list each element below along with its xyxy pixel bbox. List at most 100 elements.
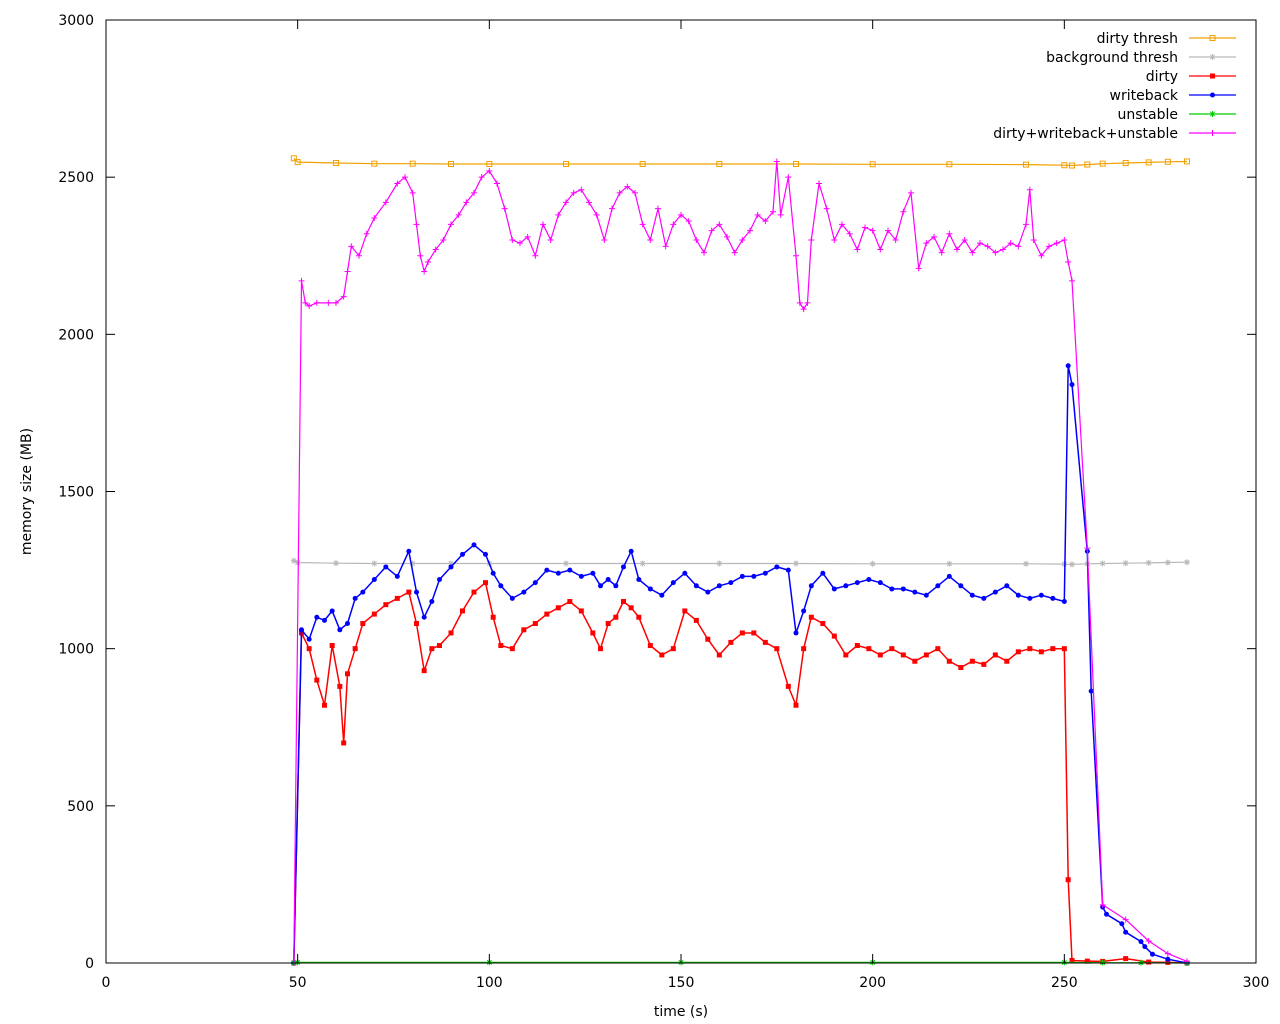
data-point-dirty [793, 702, 799, 708]
data-point-dirty-writeback-unstable [563, 199, 569, 206]
data-point-dirty-thresh [1061, 162, 1068, 169]
data-point-writeback [509, 595, 515, 601]
data-point-writeback [1061, 599, 1067, 605]
data-point-writeback [958, 583, 964, 589]
data-point-dirty-writeback-unstable [685, 218, 692, 225]
data-point-writeback [613, 583, 619, 589]
data-point-dirty-writeback-unstable [816, 180, 822, 187]
data-point-dirty-writeback-unstable [984, 243, 991, 250]
legend-item-unstable: unstable [1118, 107, 1236, 123]
data-point-writeback [299, 627, 304, 633]
data-point-dirty-writeback-unstable [501, 205, 508, 212]
data-point-dirty-writeback-unstable [440, 237, 447, 244]
data-point-writeback [1104, 911, 1109, 917]
data-point-writeback [1088, 688, 1094, 694]
data-point-writeback [414, 589, 419, 595]
y-tick-label: 3000 [58, 13, 94, 29]
data-point-writeback [1119, 921, 1125, 927]
data-point-writeback [598, 583, 603, 589]
data-point-dirty [693, 617, 699, 623]
data-point-dirty [801, 646, 807, 652]
data-point-dirty [498, 643, 504, 649]
data-point-writeback [843, 583, 849, 589]
data-point-dirty-writeback-unstable [302, 299, 309, 306]
data-point-dirty-writeback-unstable [647, 237, 654, 244]
data-point-dirty-writeback-unstable [931, 233, 937, 240]
data-point-dirty-writeback-unstable [371, 215, 378, 222]
data-point-dirty [371, 611, 377, 617]
data-point-background-thresh [716, 560, 723, 567]
data-point-dirty-writeback-unstable [908, 189, 914, 196]
data-point-background-thresh [1099, 560, 1106, 567]
data-point-dirty [1027, 646, 1033, 652]
data-point-dirty [437, 643, 442, 649]
data-point-writeback [923, 592, 929, 598]
data-point-dirty-thresh [448, 160, 454, 167]
x-tick-label: 50 [289, 975, 307, 991]
data-point-writeback [969, 592, 975, 598]
data-point-dirty-writeback-unstable [593, 211, 600, 218]
series-line-dirty-writeback-unstable [293, 160, 1188, 964]
data-point-writeback [728, 580, 734, 586]
data-point-dirty-writeback-unstable [846, 230, 853, 237]
data-point-dirty-writeback-unstable [823, 205, 830, 212]
data-point-writeback [429, 599, 435, 605]
data-point-dirty-thresh [486, 160, 493, 167]
data-point-dirty [785, 683, 791, 689]
data-point-dirty [716, 652, 722, 658]
data-point-writeback [498, 583, 504, 589]
data-point-writeback [670, 580, 676, 586]
data-point-dirty-writeback-unstable [831, 237, 838, 244]
data-point-writeback [889, 586, 895, 592]
legend-item-dirty-thresh: dirty thresh [1097, 31, 1236, 47]
data-point-dirty-writeback-unstable [494, 180, 500, 187]
series-line-background-thresh [293, 560, 1188, 566]
data-point-writeback [751, 573, 757, 579]
data-point-dirty [429, 646, 435, 652]
data-point-writeback [322, 617, 327, 623]
data-point-writeback [808, 583, 814, 589]
data-point-writeback [716, 583, 722, 589]
data-point-dirty-writeback-unstable [586, 199, 592, 206]
data-point-dirty-writeback-unstable [777, 211, 784, 218]
data-point-dirty-writeback-unstable [992, 249, 999, 256]
data-point-dirty-writeback-unstable [298, 277, 305, 284]
data-point-dirty-writeback-unstable [540, 221, 546, 228]
data-point-dirty-writeback-unstable [969, 249, 976, 256]
data-point-dirty [831, 633, 837, 639]
data-point-dirty-thresh [1184, 158, 1190, 165]
data-point-dirty-writeback-unstable [624, 183, 631, 190]
data-point-writeback [1165, 956, 1171, 962]
data-point-dirty-writeback-unstable [1164, 950, 1171, 957]
data-point-dirty [935, 646, 941, 652]
data-point-dirty [598, 646, 603, 652]
series-line-dirty-thresh [293, 157, 1188, 167]
data-point-dirty [306, 646, 312, 652]
data-point-dirty-writeback-unstable [639, 221, 646, 228]
data-point-writeback [352, 595, 358, 601]
data-point-dirty [682, 608, 688, 614]
data-point-dirty-writeback-unstable [800, 306, 807, 313]
data-point-dirty-writeback-unstable [517, 240, 523, 247]
data-point-writeback [636, 577, 642, 583]
data-point-dirty [621, 599, 626, 605]
data-point-dirty-writeback-unstable [632, 189, 638, 196]
data-point-background-thresh [1145, 559, 1152, 566]
legend-label: background thresh [1046, 50, 1178, 66]
data-point-writeback [605, 577, 611, 583]
data-point-dirty [1123, 956, 1129, 962]
data-point-dirty [490, 614, 496, 620]
data-point-dirty-thresh [946, 161, 953, 168]
data-point-writeback [705, 589, 711, 595]
y-tick-label: 2000 [58, 327, 94, 343]
data-point-dirty [314, 677, 320, 683]
data-point-dirty-writeback-unstable [363, 230, 370, 237]
data-point-writeback [877, 580, 883, 586]
data-point-dirty [843, 652, 849, 658]
data-point-writeback [682, 570, 688, 576]
data-point-dirty [483, 580, 488, 586]
data-point-writeback [647, 586, 653, 592]
data-point-dirty [590, 630, 596, 636]
data-point-dirty-writeback-unstable [900, 208, 907, 215]
data-point-dirty [923, 652, 929, 658]
